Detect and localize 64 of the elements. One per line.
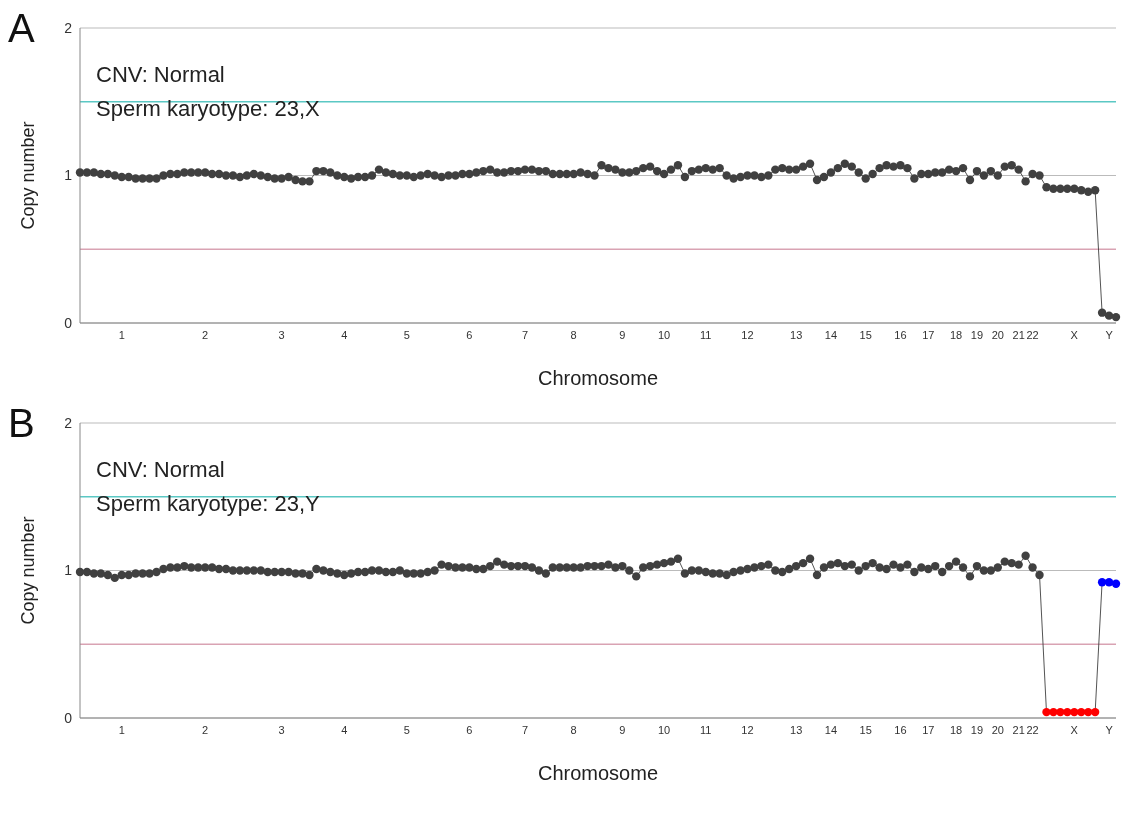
chart-title: B [8, 401, 35, 445]
annotation: Sperm karyotype: 23,X [96, 95, 320, 123]
y-axis-title: Copy number [18, 516, 39, 625]
x-tick-label: 12 [741, 723, 754, 736]
x-tick-label: 6 [466, 328, 473, 341]
x-tick-label: 7 [521, 328, 529, 341]
y-tick-label: 2 [64, 19, 73, 36]
x-tick-label: 2 [202, 723, 209, 736]
annotation: CNV: Normal [96, 61, 226, 89]
x-tick-label: 1 [118, 328, 125, 341]
x-tick-label: X [1070, 328, 1079, 341]
x-tick-label: 16 [894, 723, 907, 736]
y-tick-label: 1 [64, 167, 73, 184]
x-tick-label: 11 [700, 328, 712, 341]
x-tick-label: 13 [790, 328, 803, 341]
x-tick-label: 15 [859, 328, 872, 341]
x-tick-label: 5 [403, 723, 410, 736]
x-tick-label: 14 [824, 723, 838, 736]
x-tick-label: 10 [657, 723, 671, 736]
x-tick-label: 22 [1026, 328, 1039, 341]
y-tick-label: 0 [64, 314, 73, 331]
x-tick-label: X [1070, 723, 1079, 736]
x-tick-label: 16 [894, 328, 907, 341]
x-tick-label: 13 [790, 723, 803, 736]
x-tick-label: 19 [970, 723, 984, 736]
x-tick-label: 12 [741, 328, 754, 341]
x-tick-label: 4 [341, 328, 348, 341]
x-tick-label: 18 [949, 328, 963, 341]
x-tick-label: 15 [859, 723, 872, 736]
x-tick-label: Y [1105, 723, 1114, 736]
x-tick-label: 3 [278, 328, 285, 341]
x-tick-label: 4 [341, 723, 348, 736]
annotation: Sperm karyotype: 23,Y [96, 490, 320, 518]
x-tick-label: 6 [466, 723, 473, 736]
x-tick-label: 14 [824, 328, 838, 341]
x-tick-label: 3 [278, 723, 285, 736]
x-tick-label: 9 [619, 328, 626, 341]
x-axis-title: Chromosome [537, 762, 659, 784]
y-tick-label: 2 [64, 414, 73, 431]
x-tick-label: Y [1105, 328, 1114, 341]
chart-title: A [8, 6, 35, 50]
x-tick-label: 5 [403, 328, 410, 341]
x-tick-label: 19 [970, 328, 984, 341]
x-tick-label: 11 [700, 723, 712, 736]
x-tick-label: 20 [991, 723, 1004, 736]
y-tick-label: 0 [64, 709, 73, 726]
x-tick-label: 17 [922, 723, 935, 736]
x-axis-title: Chromosome [537, 367, 659, 389]
x-tick-label: 8 [570, 328, 577, 341]
y-axis-title: Copy number [18, 121, 39, 230]
x-tick-label: 18 [949, 723, 963, 736]
x-tick-label: 20 [991, 328, 1004, 341]
x-tick-label: 8 [570, 723, 577, 736]
x-tick-label: 10 [657, 328, 671, 341]
x-tick-label: 9 [619, 723, 626, 736]
x-tick-label: 21 [1012, 723, 1025, 736]
y-tick-label: 1 [64, 562, 73, 579]
x-tick-label: 17 [922, 328, 935, 341]
x-tick-label: 2 [202, 328, 209, 341]
x-tick-label: 1 [118, 723, 125, 736]
x-tick-label: 7 [521, 723, 529, 736]
x-tick-label: 22 [1026, 723, 1039, 736]
x-tick-label: 21 [1012, 328, 1025, 341]
annotation: CNV: Normal [96, 456, 226, 484]
